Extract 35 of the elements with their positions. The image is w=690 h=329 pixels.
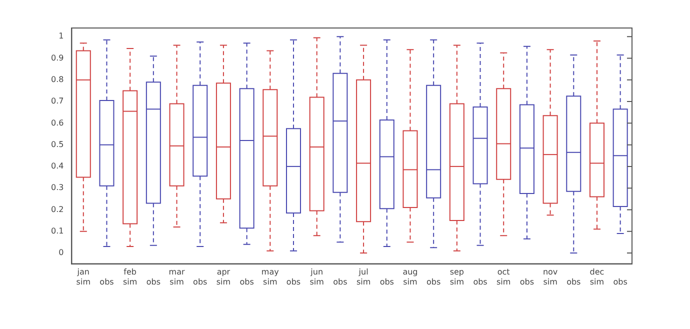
x-tick-label: obs [100, 277, 114, 286]
y-tick-label: 0.1 [50, 226, 64, 236]
x-tick-label: obs [566, 277, 581, 286]
x-tick-label: obs [613, 277, 628, 286]
y-tick-label: 0.5 [50, 140, 64, 149]
x-tick-label: obs [286, 277, 301, 286]
y-tick-label: 0.4 [50, 162, 64, 171]
y-tick-label: 0.7 [50, 96, 64, 106]
x-tick-label: nov sim [542, 268, 558, 286]
x-tick-label: jun sim [310, 268, 324, 286]
x-tick-label: obs [473, 277, 488, 286]
y-tick-label: 0.2 [50, 204, 64, 214]
x-tick-label: oct sim [496, 268, 511, 286]
x-tick-label: mar sim [168, 268, 186, 286]
x-tick-label: jan sim [76, 268, 91, 286]
x-tick-label: jul sim [356, 268, 371, 286]
x-tick-label: aug sim [402, 268, 418, 286]
y-tick-label: 0.9 [50, 53, 64, 62]
x-tick-label: obs [520, 277, 534, 286]
y-tick-label: 0.6 [50, 118, 64, 128]
x-tick-label: apr sim [216, 268, 231, 286]
y-tick-label: 0.8 [50, 74, 64, 84]
x-tick-label: obs [240, 277, 254, 286]
y-tick-label: 0 [58, 248, 64, 258]
x-tick-label: obs [380, 277, 394, 286]
x-tick-label: sep sim [450, 268, 464, 286]
x-tick-label: obs [426, 277, 441, 286]
x-tick-label: may sim [261, 268, 280, 286]
x-tick-label: obs [193, 277, 208, 286]
x-tick-label: obs [333, 277, 348, 286]
y-tick-label: 0.3 [50, 183, 64, 192]
x-tick-label: dec sim [590, 268, 604, 286]
x-tick-label: feb sim [122, 268, 138, 286]
x-tick-label: obs [146, 277, 160, 286]
y-tick-label: 1 [58, 32, 64, 41]
